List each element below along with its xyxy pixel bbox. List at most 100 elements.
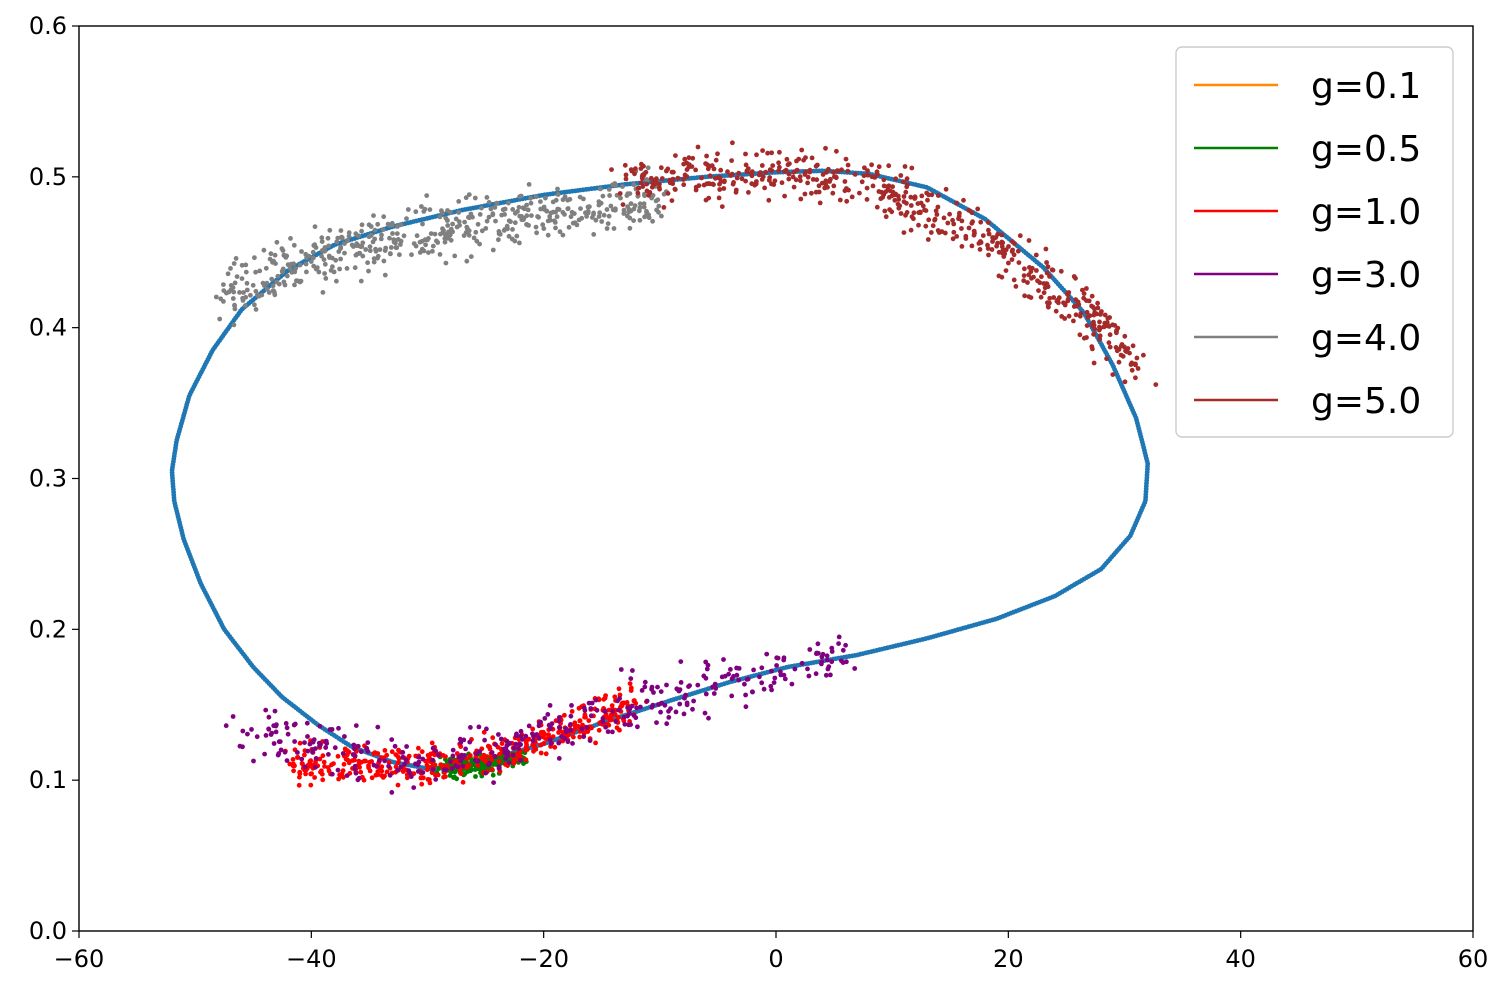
data-point [772, 675, 778, 681]
data-point [492, 205, 498, 210]
data-point [321, 248, 326, 254]
data-point [252, 302, 257, 308]
data-point [464, 224, 470, 230]
data-point [820, 651, 826, 657]
data-point [681, 182, 687, 188]
data-point [594, 707, 600, 713]
data-point [417, 239, 423, 245]
data-point [896, 205, 902, 211]
data-point [402, 761, 407, 767]
data-point [266, 714, 272, 720]
data-marks [169, 140, 1159, 795]
data-point [562, 712, 567, 718]
data-point [869, 174, 875, 180]
data-point [794, 167, 800, 173]
data-point [492, 758, 498, 764]
data-point [798, 196, 804, 202]
data-point [734, 672, 740, 678]
data-point [411, 241, 417, 247]
data-point [642, 679, 648, 685]
data-point [603, 724, 608, 730]
data-point [453, 216, 459, 222]
data-point [415, 769, 421, 774]
data-point [972, 230, 977, 236]
data-point [1153, 382, 1159, 387]
data-point [1044, 260, 1049, 265]
data-point [731, 180, 736, 185]
data-point [628, 201, 634, 207]
data-point [512, 220, 518, 226]
data-point [320, 290, 326, 295]
data-point [815, 641, 821, 647]
data-point [901, 199, 907, 205]
data-point [365, 260, 370, 266]
data-point [380, 227, 386, 232]
data-point [977, 247, 983, 252]
data-point [293, 266, 298, 271]
data-point [366, 765, 371, 771]
data-point [589, 215, 595, 220]
data-point [467, 739, 473, 745]
data-point [743, 704, 749, 710]
data-point [881, 177, 887, 183]
data-point [579, 215, 585, 221]
data-point [555, 186, 560, 192]
data-point [496, 237, 501, 243]
data-point [1133, 362, 1138, 368]
data-point [317, 723, 323, 729]
data-point [445, 223, 451, 228]
data-point [908, 194, 914, 200]
data-point [1009, 257, 1015, 262]
data-point [388, 245, 394, 250]
data-point [585, 729, 591, 734]
data-point [690, 155, 696, 161]
data-point [375, 221, 381, 227]
data-point [505, 749, 511, 755]
data-point [823, 145, 828, 151]
legend-item: g=1.0 [1194, 192, 1421, 233]
data-point [473, 774, 478, 779]
data-point [736, 170, 742, 176]
data-point [562, 212, 567, 217]
data-point [1006, 260, 1011, 266]
data-point [340, 768, 346, 773]
data-point [540, 732, 546, 738]
data-point [493, 742, 498, 747]
data-point [1073, 312, 1079, 318]
data-point [237, 290, 242, 295]
data-point [264, 280, 270, 286]
data-point [901, 230, 907, 236]
data-point [404, 216, 409, 222]
data-point [326, 768, 332, 774]
data-point [271, 723, 277, 729]
data-point [656, 203, 662, 209]
data-point [828, 672, 833, 678]
data-point [834, 148, 839, 154]
data-point [596, 727, 602, 733]
data-point [259, 292, 265, 298]
data-point [950, 217, 955, 223]
data-point [533, 224, 539, 230]
series-g=3.0 [223, 634, 858, 795]
data-point [846, 187, 851, 193]
data-point [429, 740, 435, 746]
data-point [1098, 312, 1103, 317]
data-point [445, 208, 450, 213]
data-point [693, 184, 699, 190]
data-point [530, 726, 536, 732]
data-point [548, 741, 554, 747]
data-point [499, 741, 505, 746]
data-point [479, 228, 485, 234]
data-point [992, 235, 998, 241]
data-point [909, 165, 915, 171]
data-point [816, 183, 822, 189]
data-point [312, 224, 318, 230]
data-point [647, 190, 653, 195]
data-point [721, 657, 726, 662]
data-point [421, 209, 427, 214]
data-point [568, 727, 574, 733]
data-point [290, 757, 296, 762]
data-point [375, 772, 381, 777]
data-point [681, 711, 687, 717]
data-point [623, 172, 629, 178]
